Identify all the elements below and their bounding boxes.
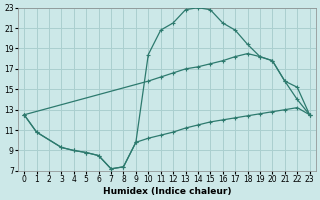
X-axis label: Humidex (Indice chaleur): Humidex (Indice chaleur) [103, 187, 231, 196]
